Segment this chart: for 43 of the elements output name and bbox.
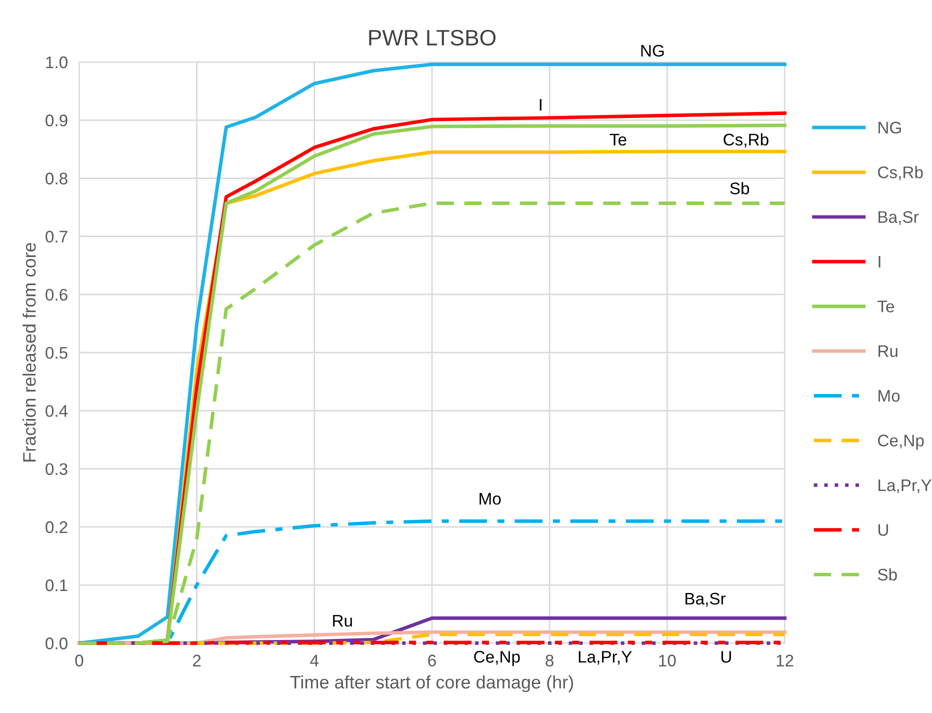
x-tick-label: 0 bbox=[75, 654, 84, 666]
text: U bbox=[721, 651, 731, 663]
y-tick-label: 0.6 bbox=[46, 288, 68, 301]
y-tick-label: 0.1 bbox=[46, 579, 68, 592]
text: La,Pr,Y bbox=[578, 651, 632, 665]
legend-label: Ba,Sr bbox=[878, 211, 919, 225]
text: NG bbox=[641, 44, 664, 57]
legend-label: Te bbox=[878, 300, 894, 312]
y-tick-label: 0.0 bbox=[46, 638, 68, 650]
annotation: I bbox=[540, 99, 542, 111]
y-tick-label: 0.8 bbox=[46, 172, 68, 184]
annotation: Sb bbox=[730, 182, 750, 194]
x-axis-title: Time after start of core damage (hr) bbox=[290, 675, 574, 692]
legend-label: Sb bbox=[878, 568, 897, 581]
x-tick-label: 8 bbox=[546, 654, 554, 666]
x-tick-label: 2 bbox=[193, 654, 201, 666]
annotation: Mo bbox=[480, 493, 501, 505]
y-tick-label: 0.7 bbox=[46, 230, 68, 243]
x-tick-label: 12 bbox=[776, 654, 794, 666]
annotation: Ru bbox=[333, 615, 352, 627]
y-tick-label: 0.4 bbox=[46, 405, 68, 417]
y-tick-label: 0.5 bbox=[46, 346, 68, 359]
legend-label: U bbox=[878, 524, 888, 536]
legend-label: Ru bbox=[878, 345, 898, 358]
chart-title: PWR LTSBO bbox=[369, 30, 496, 46]
legend-label: La,Pr,Y bbox=[878, 480, 932, 494]
annotation: Te bbox=[610, 134, 626, 146]
legend-label: Cs,Rb bbox=[878, 166, 923, 180]
legend-label: Ce,Np bbox=[878, 434, 924, 450]
text: Ce,Np bbox=[474, 650, 520, 666]
x-tick-label: 10 bbox=[659, 654, 676, 666]
y-tick-label: 0.9 bbox=[46, 114, 68, 126]
x-tick-label: 6 bbox=[428, 654, 436, 666]
annotation: Ba,Sr bbox=[686, 592, 726, 607]
y-tick-label: 1.0 bbox=[46, 56, 68, 68]
y-tick-label: 0.2 bbox=[46, 521, 68, 534]
legend-label: NG bbox=[878, 122, 901, 134]
y-axis-title: Fraction released from core bbox=[22, 242, 36, 462]
legend-label: I bbox=[878, 256, 880, 268]
x-tick-label: 4 bbox=[310, 654, 319, 666]
legend-label: Mo bbox=[878, 390, 900, 402]
annotation: Cs,Rb bbox=[724, 133, 768, 148]
y-tick-label: 0.3 bbox=[46, 463, 68, 475]
